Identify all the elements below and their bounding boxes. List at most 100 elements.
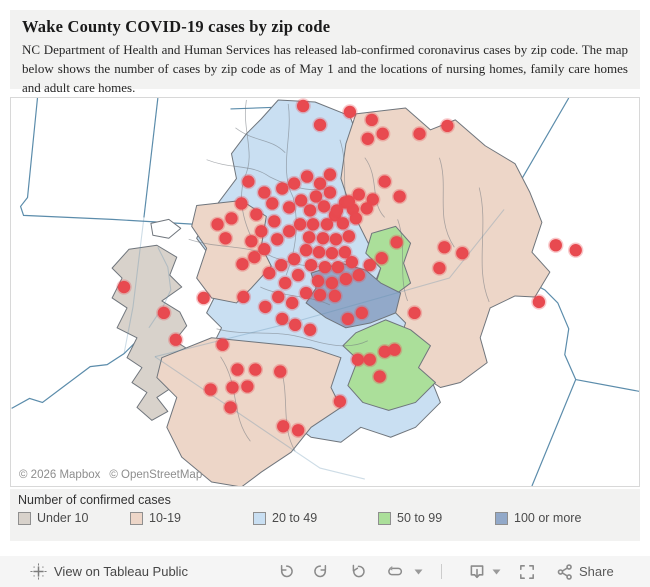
facility-dot[interactable] <box>293 192 309 209</box>
facility-dot[interactable] <box>330 259 346 275</box>
facility-dot[interactable] <box>222 399 239 416</box>
legend-item[interactable]: 10-19 <box>130 511 181 525</box>
facility-dot[interactable] <box>439 118 456 134</box>
facility-dot[interactable] <box>156 305 172 321</box>
facility-dot[interactable] <box>209 216 226 233</box>
facility-dot[interactable] <box>269 231 285 247</box>
facility-dot[interactable] <box>377 173 393 190</box>
mapbox-attribution-link[interactable]: © 2026 Mapbox <box>19 469 101 481</box>
refresh-button[interactable] <box>386 556 404 587</box>
facility-dot[interactable] <box>359 200 375 217</box>
facility-dot[interactable] <box>372 368 388 385</box>
redo-button[interactable] <box>312 556 329 587</box>
facility-dot[interactable] <box>270 289 286 305</box>
facility-dot[interactable] <box>116 279 132 295</box>
facility-dot[interactable] <box>298 285 314 301</box>
facility-dot[interactable] <box>312 117 328 133</box>
facility-dot[interactable] <box>308 188 324 205</box>
facility-dot[interactable] <box>224 379 241 396</box>
facility-dot[interactable] <box>362 351 378 368</box>
facility-dot[interactable] <box>364 112 380 128</box>
facility-dot[interactable] <box>391 188 408 205</box>
facility-dot[interactable] <box>310 273 326 289</box>
facility-dot[interactable] <box>335 215 351 232</box>
facility-dot[interactable] <box>274 311 290 327</box>
osm-attribution-link[interactable]: © OpenStreetMap <box>109 469 203 481</box>
facility-dot[interactable] <box>362 257 378 273</box>
facility-dot[interactable] <box>324 275 340 291</box>
facility-dot[interactable] <box>275 418 291 434</box>
facility-dot[interactable] <box>354 305 370 321</box>
facility-dot[interactable] <box>261 265 277 281</box>
facility-dot[interactable] <box>332 393 348 410</box>
share-button[interactable]: Share <box>556 556 614 587</box>
refresh-menu-caret[interactable] <box>414 556 423 587</box>
facility-dot[interactable] <box>286 175 302 192</box>
facility-dot[interactable] <box>287 317 303 333</box>
facility-dot[interactable] <box>273 257 289 273</box>
facility-dot[interactable] <box>281 199 297 216</box>
facility-dot[interactable] <box>284 295 300 311</box>
facility-dot[interactable] <box>322 166 338 183</box>
legend-item[interactable]: 50 to 99 <box>378 511 442 525</box>
facility-dot[interactable] <box>317 259 333 275</box>
facility-dot[interactable] <box>233 195 250 212</box>
facility-dot[interactable] <box>202 381 219 398</box>
facility-dot[interactable] <box>247 361 264 378</box>
facility-dot[interactable] <box>324 245 340 261</box>
facility-dot[interactable] <box>272 363 288 380</box>
facility-dot[interactable] <box>168 332 184 348</box>
facility-dot[interactable] <box>229 361 246 378</box>
facility-dot[interactable] <box>454 245 470 261</box>
reset-button[interactable] <box>350 556 367 587</box>
facility-dot[interactable] <box>344 254 360 270</box>
facility-dot[interactable] <box>295 98 311 114</box>
facility-dot[interactable] <box>264 195 280 212</box>
undo-button[interactable] <box>278 556 295 587</box>
facility-dot[interactable] <box>375 126 391 142</box>
facility-dot[interactable] <box>531 294 547 310</box>
facility-dot[interactable] <box>322 184 338 201</box>
facility-dot[interactable] <box>329 202 345 219</box>
facility-dot[interactable] <box>217 230 234 246</box>
facility-dot[interactable] <box>290 422 306 438</box>
facility-dot[interactable] <box>248 206 265 223</box>
legend-item[interactable]: 100 or more <box>495 511 581 525</box>
facility-dot[interactable] <box>374 250 390 266</box>
facility-dot[interactable] <box>234 256 251 272</box>
download-menu-caret[interactable] <box>492 556 501 587</box>
zip-regions[interactable] <box>111 99 551 486</box>
facility-dot[interactable] <box>315 230 331 246</box>
facility-dot[interactable] <box>341 228 357 244</box>
facility-dot[interactable] <box>348 210 364 227</box>
facility-dot[interactable] <box>337 244 353 260</box>
facility-dot[interactable] <box>281 223 297 239</box>
facility-dot[interactable] <box>301 229 317 245</box>
facility-dot[interactable] <box>195 290 212 306</box>
facility-dot[interactable] <box>311 244 327 260</box>
facility-dot[interactable] <box>312 287 328 303</box>
facility-dot[interactable] <box>298 242 314 258</box>
legend-item[interactable]: Under 10 <box>18 511 88 525</box>
facility-dot[interactable] <box>305 216 321 233</box>
facility-dot[interactable] <box>365 191 381 208</box>
facility-dot[interactable] <box>277 275 293 291</box>
facility-dot[interactable] <box>568 242 584 258</box>
fullscreen-button[interactable] <box>518 556 536 587</box>
facility-dot[interactable] <box>411 126 428 142</box>
facility-dot[interactable] <box>341 193 357 210</box>
facility-dot[interactable] <box>256 184 272 201</box>
facility-dot[interactable] <box>548 237 564 253</box>
facility-dot[interactable] <box>286 251 302 267</box>
facility-dot[interactable] <box>340 311 356 327</box>
facility-dot[interactable] <box>240 173 257 190</box>
facility-dot[interactable] <box>360 131 376 147</box>
download-button[interactable] <box>468 556 486 587</box>
legend-item[interactable]: 20 to 49 <box>253 511 317 525</box>
facility-dot[interactable] <box>302 202 318 219</box>
facility-dot[interactable] <box>312 175 328 192</box>
facility-dot[interactable] <box>243 233 260 249</box>
facility-dot[interactable] <box>386 342 403 358</box>
facility-dot[interactable] <box>253 223 269 239</box>
facility-dot[interactable] <box>239 378 256 395</box>
